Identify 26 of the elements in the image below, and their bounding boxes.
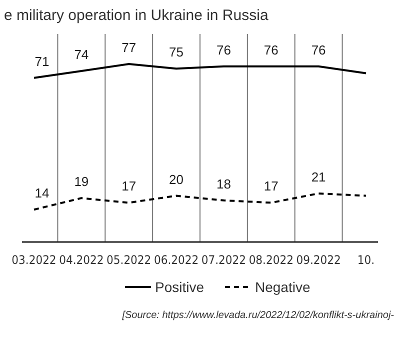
data-label: 77 [122,40,136,56]
data-label: 17 [264,178,278,194]
data-label: 74 [74,46,89,62]
data-label: 76 [311,42,326,58]
data-label: 21 [311,169,326,184]
x-tick-label: 06.2022 [154,253,199,267]
text: [Source: https://www.levada.ru/2022/12/02/konflikt-s-ukrainoj- [121,310,395,321]
chart-title: e military operation in Ukraine in Russia [4,7,269,24]
x-tick-label: 09.2022 [296,253,341,267]
data-label: 14 [34,186,50,201]
data-label: 76 [264,42,278,58]
x-tick-label: 08.2022 [248,253,294,267]
data-label: 18 [216,176,231,192]
legend-label: Positive [155,279,204,295]
data-label: 20 [169,172,184,187]
data-label: 71 [34,54,50,69]
data-label: 19 [74,174,89,190]
x-tick-label: 07.2022 [201,253,246,267]
data-label: 76 [216,42,231,58]
x-tick-label: 03.2022 [12,253,56,267]
data-label: 17 [122,178,136,194]
x-tick-label: 05.2022 [106,253,152,267]
data-label: 75 [169,44,184,60]
x-tick-label: 04.2022 [59,253,104,267]
x-tick-label: 10. [357,253,375,267]
legend-label: Negative [255,279,310,295]
